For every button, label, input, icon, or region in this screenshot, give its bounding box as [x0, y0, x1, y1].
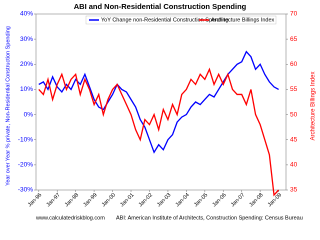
- series-line: [38, 67, 280, 197]
- series-line: [38, 50, 279, 154]
- plot-area: [35, 13, 287, 191]
- y-tick-label: -20%: [18, 162, 33, 169]
- source-url: www.calculatedriskblog.com: [35, 215, 105, 221]
- source-note: ABI: American Institute of Architects, C…: [116, 215, 303, 221]
- y2-tick-label: 65: [290, 36, 298, 43]
- y-tick-label: 0%: [24, 111, 34, 118]
- y2-tick-label: 50: [290, 111, 298, 118]
- y2-tick-label: 55: [290, 86, 298, 93]
- y-tick-label: 30%: [20, 36, 33, 43]
- chart: ABI and Non-Residential Construction Spe…: [0, 0, 320, 227]
- y-tick-label: -30%: [18, 187, 33, 194]
- chart-title: ABI and Non-Residential Construction Spe…: [74, 2, 247, 11]
- y-tick-label: 10%: [20, 86, 33, 93]
- y2-tick-label: 35: [290, 187, 298, 194]
- y2-axis-title: Architecture Billings Index: [311, 71, 317, 140]
- legend-label: YoY Change non-Residential Construction …: [101, 17, 229, 23]
- y2-tick-label: 45: [290, 136, 298, 143]
- y2-tick-label: 70: [290, 11, 298, 18]
- y-tick-label: -10%: [18, 136, 33, 143]
- legend-box: [85, 15, 277, 25]
- y-tick-label: 20%: [20, 61, 33, 68]
- y2-tick-label: 60: [290, 61, 298, 68]
- y-tick-label: 40%: [20, 11, 33, 18]
- y2-tick-label: 40: [290, 162, 298, 169]
- background: [0, 0, 320, 227]
- y-axis-title: Year over Year % private, Non-Residentia…: [5, 26, 11, 186]
- legend-label: Architecture Billings Index: [211, 17, 275, 23]
